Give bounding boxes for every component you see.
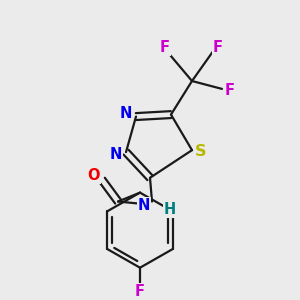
Text: N: N	[110, 147, 122, 162]
Text: O: O	[88, 168, 100, 183]
Text: S: S	[195, 144, 207, 159]
Text: H: H	[164, 202, 176, 217]
Text: F: F	[225, 83, 235, 98]
Text: F: F	[160, 40, 170, 55]
Text: N: N	[138, 198, 150, 213]
Text: F: F	[135, 284, 145, 299]
Text: N: N	[120, 106, 132, 121]
Text: F: F	[213, 40, 223, 55]
